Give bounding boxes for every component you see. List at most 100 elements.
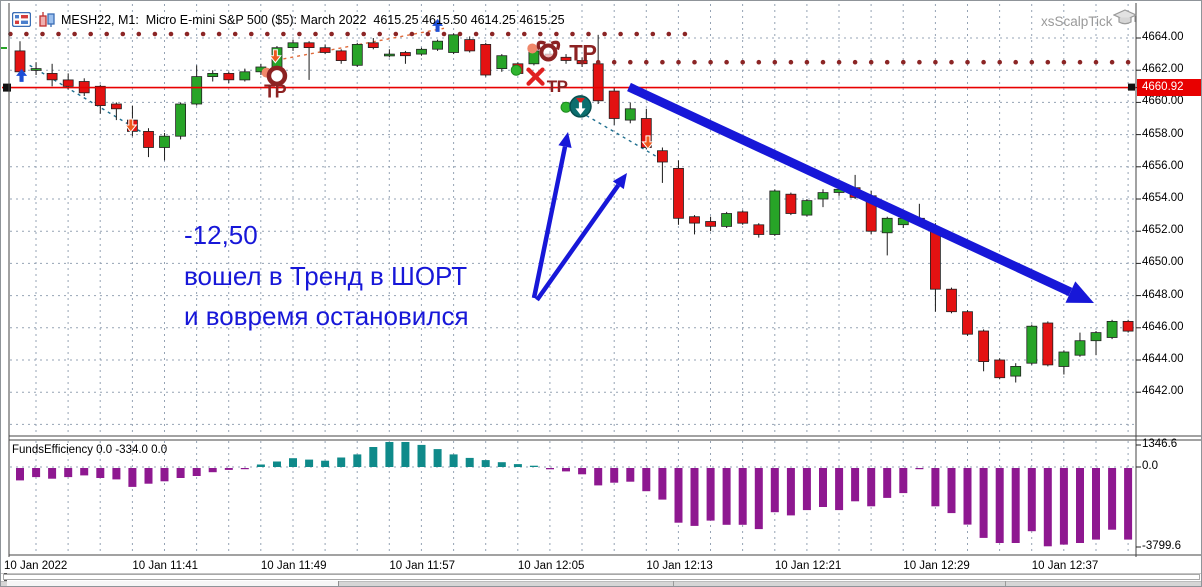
candle: [207, 73, 219, 78]
buy-arrow-icon: [16, 68, 28, 82]
fe-bar: [642, 468, 651, 492]
entry-dot-icon: [261, 67, 272, 78]
candle: [801, 200, 813, 216]
horizontal-scrollbar[interactable]: [3, 574, 1200, 580]
candle: [464, 39, 476, 52]
mortarboard-icon: [1113, 9, 1137, 25]
time-axis: [1, 557, 1201, 573]
fe-bar: [578, 468, 587, 475]
fe-bar: [32, 468, 41, 478]
fe-bar: [722, 468, 731, 525]
time-tick-label: 10 Jan 11:41: [132, 560, 199, 572]
bull-head-icon: [536, 40, 561, 62]
fe-bar: [240, 468, 249, 470]
fe-bar: [995, 468, 1004, 543]
candle: [769, 190, 781, 235]
price-tick-label: 4660.00: [1142, 95, 1184, 108]
candle: [159, 135, 170, 148]
fe-bar: [674, 468, 683, 523]
candle: [592, 63, 604, 102]
fe-bar: [16, 468, 24, 481]
fe-bar: [481, 460, 490, 467]
fe-bar: [160, 468, 169, 482]
candle: [111, 103, 122, 110]
time-tick-label: 10 Jan 12:05: [517, 560, 585, 572]
candle: [785, 193, 797, 214]
fe-bar: [658, 468, 667, 500]
tp-label: TP: [264, 82, 286, 102]
time-tick-label: 10 Jan 11:57: [389, 560, 456, 572]
candle: [78, 81, 90, 94]
chart-tabs-bar[interactable]: [1, 581, 1201, 586]
fe-bar: [80, 468, 89, 476]
candle: [576, 60, 588, 65]
candle: [1058, 351, 1070, 367]
candle: [865, 195, 877, 232]
fe-bar: [738, 468, 747, 525]
fe-bar: [931, 468, 940, 507]
fe-bar: [465, 457, 474, 467]
entry-dot-icon: [527, 43, 538, 54]
fe-bar: [385, 442, 394, 467]
candle: [753, 224, 765, 235]
fe-bar: [337, 457, 346, 467]
symbol-list-icon[interactable]: [12, 12, 31, 27]
candle: [897, 217, 909, 226]
candle: [994, 359, 1006, 379]
fe-bar: [786, 468, 795, 516]
fe-bar: [417, 444, 426, 467]
fe-bar: [513, 464, 522, 467]
candle: [1026, 325, 1038, 364]
fe-bar: [192, 468, 201, 476]
candle: [946, 288, 957, 313]
candle: [608, 90, 620, 119]
candle: [94, 85, 106, 107]
indicator-scale-label: 1346.6: [1142, 438, 1178, 450]
close-trade-x-icon: [526, 67, 545, 86]
fe-bar: [835, 468, 844, 511]
price-tick-label: 4656.00: [1142, 159, 1184, 172]
sell-arrow-icon: [641, 135, 655, 150]
chart-title: MESH22, M1: Micro E-mini S&P 500 ($5): M…: [61, 13, 565, 27]
chart-candles-icon[interactable]: [38, 12, 57, 27]
candle: [624, 108, 636, 121]
candle: [914, 217, 925, 224]
price-tick-label: 4662.00: [1142, 63, 1184, 76]
fe-bar: [706, 468, 715, 521]
active-chart-tab[interactable]: [7, 581, 339, 586]
candle: [432, 40, 444, 50]
funds-efficiency-bars: [16, 442, 1133, 547]
candle: [673, 167, 684, 219]
price-tick-label: 4642.00: [1142, 385, 1184, 398]
price-tick-label: 4644.00: [1142, 353, 1184, 365]
candlesticks: [14, 33, 1134, 383]
indicator-scale-label: -3799.6: [1142, 540, 1182, 552]
fe-bar: [819, 468, 827, 507]
fe-bar: [1076, 468, 1084, 543]
candle: [560, 56, 572, 61]
fe-bar: [96, 468, 105, 478]
annotation-text-line3: и вовремя остановился: [184, 301, 469, 331]
candle: [175, 103, 187, 137]
fe-bar: [353, 454, 362, 467]
fe-bar: [224, 468, 233, 470]
candle: [480, 44, 492, 76]
time-tick-label: 10 Jan 11:49: [260, 560, 327, 572]
fe-bar: [112, 468, 121, 480]
tab-separator: [1005, 581, 1006, 586]
candle: [62, 79, 74, 87]
fe-bar: [770, 468, 779, 513]
fe-bar: [546, 468, 554, 470]
candle: [881, 217, 893, 234]
fe-bar: [433, 449, 442, 467]
fe-bar: [754, 468, 763, 530]
price-tick-label: 4650.00: [1142, 256, 1184, 269]
gridlines: [10, 4, 1135, 554]
annotation-arrows: [531, 82, 1094, 303]
fe-bar: [802, 468, 811, 511]
candle: [30, 68, 42, 71]
candle: [528, 50, 540, 65]
candle: [737, 211, 749, 224]
current-price-badge: 4660.92: [1137, 79, 1201, 96]
